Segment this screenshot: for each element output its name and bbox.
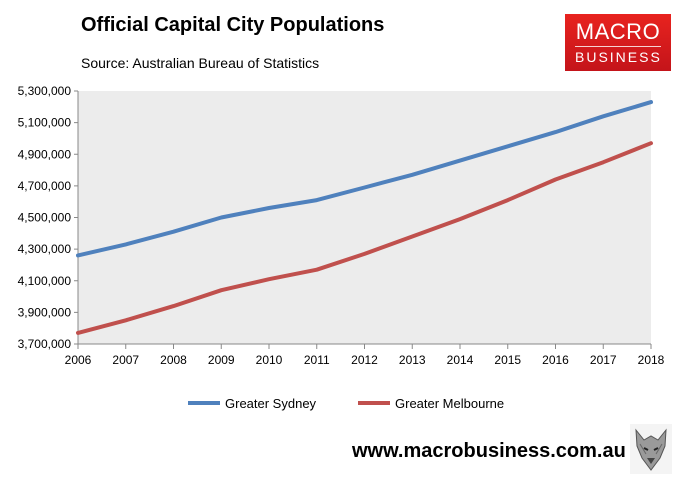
x-tick-label: 2007 [112, 353, 139, 367]
y-tick-label: 5,300,000 [18, 84, 72, 98]
y-tick-label: 4,500,000 [18, 211, 72, 225]
legend-label: Greater Sydney [225, 396, 317, 411]
x-tick-label: 2015 [494, 353, 521, 367]
y-tick-label: 4,900,000 [18, 147, 72, 161]
x-tick-label: 2016 [542, 353, 569, 367]
legend-label: Greater Melbourne [395, 396, 504, 411]
x-tick-label: 2006 [65, 353, 92, 367]
x-tick-label: 2008 [160, 353, 187, 367]
y-tick-label: 4,700,000 [18, 179, 72, 193]
y-tick-label: 4,300,000 [18, 242, 72, 256]
chart-title: Official Capital City Populations [81, 14, 385, 36]
x-tick-label: 2009 [208, 353, 235, 367]
y-tick-label: 3,700,000 [18, 337, 72, 351]
x-tick-label: 2018 [638, 353, 665, 367]
y-tick-label: 4,100,000 [18, 274, 72, 288]
wolf-icon [630, 424, 672, 474]
x-tick-label: 2010 [256, 353, 283, 367]
x-tick-label: 2013 [399, 353, 426, 367]
chart-source: Source: Australian Bureau of Statistics [81, 55, 320, 71]
logo-line-1: MACRO [575, 19, 661, 44]
y-tick-label: 5,100,000 [18, 116, 72, 130]
footer-url[interactable]: www.macrobusiness.com.au [352, 440, 626, 462]
logo-line-2: BUSINESS [575, 46, 661, 65]
macrobusiness-logo: MACRO BUSINESS [565, 14, 671, 71]
x-tick-label: 2014 [447, 353, 474, 367]
x-tick-label: 2011 [304, 353, 330, 367]
x-tick-label: 2017 [590, 353, 617, 367]
y-tick-label: 3,900,000 [18, 305, 72, 319]
line-chart: 3,700,000 3,900,000 4,100,000 4,300,000 4,50… [18, 84, 665, 411]
x-tick-label: 2012 [351, 353, 378, 367]
